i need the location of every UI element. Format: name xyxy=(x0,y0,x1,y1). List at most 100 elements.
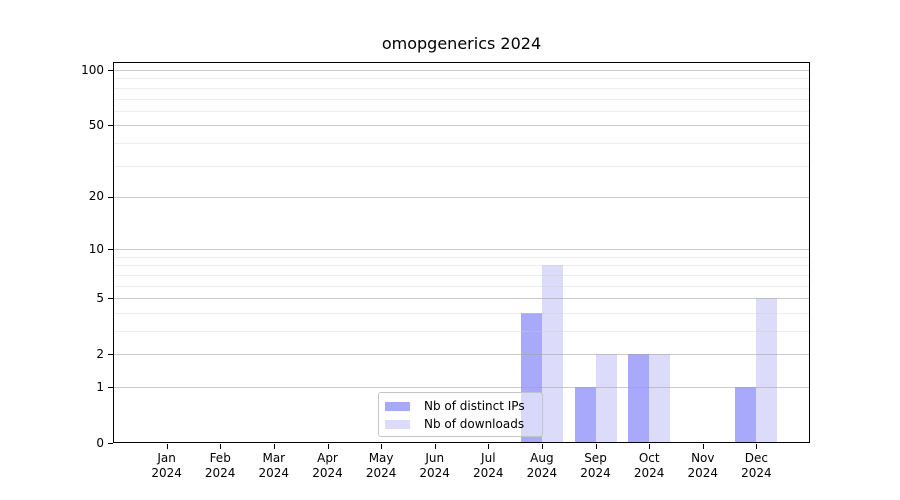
y-tick xyxy=(108,354,113,356)
x-tick-label: Oct 2024 xyxy=(619,451,679,481)
plot-area: Nb of distinct IPs Nb of downloads xyxy=(113,62,810,443)
bar-downloads xyxy=(756,298,778,443)
x-tick-month: Nov xyxy=(691,451,715,465)
major-gridline xyxy=(113,249,810,251)
x-tick xyxy=(381,444,383,449)
x-tick xyxy=(595,444,597,449)
x-tick-label: Apr 2024 xyxy=(298,451,358,481)
minor-gridline xyxy=(113,142,810,144)
minor-gridline xyxy=(113,265,810,267)
minor-gridline xyxy=(113,98,810,100)
chart-title: omopgenerics 2024 xyxy=(381,34,542,53)
x-tick-label: Aug 2024 xyxy=(512,451,572,481)
x-tick xyxy=(220,444,222,449)
x-tick-month: May xyxy=(368,451,394,465)
x-tick xyxy=(702,444,704,449)
x-tick xyxy=(166,444,168,449)
x-tick-year: 2024 xyxy=(526,466,558,480)
y-tick-label: 0 xyxy=(96,435,104,450)
x-tick-label: Sep 2024 xyxy=(566,451,626,481)
bar-downloads xyxy=(649,354,671,443)
bar-distinct-ips xyxy=(628,354,650,443)
x-tick-year: 2024 xyxy=(365,466,397,480)
y-tick xyxy=(108,443,113,444)
y-tick xyxy=(108,125,113,127)
x-tick xyxy=(327,444,329,449)
x-tick-month: Sep xyxy=(584,451,607,465)
x-tick-label: Feb 2024 xyxy=(190,451,250,481)
legend-label-distinct-ips: Nb of distinct IPs xyxy=(424,399,525,413)
minor-gridline xyxy=(113,274,810,276)
x-tick-year: 2024 xyxy=(633,466,665,480)
x-tick-month: Apr xyxy=(317,451,338,465)
x-tick-month: Jul xyxy=(481,451,496,465)
legend-item-downloads: Nb of downloads xyxy=(384,415,537,433)
y-tick xyxy=(108,249,113,251)
x-tick-month: Aug xyxy=(530,451,554,465)
legend: Nb of distinct IPs Nb of downloads xyxy=(378,392,543,437)
x-tick-label: Nov 2024 xyxy=(673,451,733,481)
minor-gridline xyxy=(113,78,810,80)
x-tick-month: Feb xyxy=(209,451,231,465)
x-tick-month: Dec xyxy=(744,451,768,465)
y-tick-label: 5 xyxy=(96,290,104,305)
y-tick xyxy=(108,298,113,300)
x-tick-label: Mar 2024 xyxy=(244,451,304,481)
x-tick xyxy=(649,444,651,449)
major-gridline xyxy=(113,298,810,300)
major-gridline xyxy=(113,70,810,71)
x-tick-label: May 2024 xyxy=(351,451,411,481)
bar-distinct-ips xyxy=(574,387,596,443)
x-tick xyxy=(756,444,758,449)
legend-swatch-downloads xyxy=(385,419,410,429)
legend-item-distinct-ips: Nb of distinct IPs xyxy=(384,397,537,415)
minor-gridline xyxy=(113,256,810,258)
y-tick-label: 1 xyxy=(96,379,104,394)
x-tick-year: 2024 xyxy=(473,466,504,480)
y-tick xyxy=(108,70,113,71)
x-tick-month: Jun xyxy=(425,451,445,465)
x-tick-month: Jan xyxy=(157,451,176,465)
legend-swatch-distinct-ips xyxy=(385,401,410,411)
x-tick-month: Oct xyxy=(638,451,660,465)
minor-gridline xyxy=(113,110,810,112)
x-tick-year: 2024 xyxy=(258,466,290,480)
y-tick xyxy=(108,387,113,388)
legend-label-downloads: Nb of downloads xyxy=(424,417,525,431)
major-gridline xyxy=(113,196,810,198)
y-tick-label: 100 xyxy=(81,62,104,77)
x-tick-label: Dec 2024 xyxy=(726,451,786,481)
x-tick xyxy=(488,444,490,449)
minor-gridline xyxy=(113,312,810,314)
x-tick-label: Jan 2024 xyxy=(137,451,197,481)
major-gridline xyxy=(113,354,810,356)
minor-gridline xyxy=(113,285,810,287)
x-tick-year: 2024 xyxy=(151,466,182,480)
x-tick xyxy=(541,444,543,449)
y-tick-label: 10 xyxy=(88,241,104,256)
x-tick-year: 2024 xyxy=(419,466,450,480)
x-tick-label: Jun 2024 xyxy=(405,451,465,481)
y-tick-label: 2 xyxy=(96,346,104,361)
x-tick-year: 2024 xyxy=(312,466,343,480)
x-tick-year: 2024 xyxy=(204,466,236,480)
x-tick-label: Jul 2024 xyxy=(458,451,518,481)
y-tick-label: 20 xyxy=(88,189,104,204)
x-tick-year: 2024 xyxy=(580,466,611,480)
bar-distinct-ips xyxy=(735,387,757,443)
x-tick xyxy=(434,444,436,449)
x-tick xyxy=(273,444,275,449)
plot-frame xyxy=(113,62,810,443)
y-tick xyxy=(108,196,113,198)
minor-gridline xyxy=(113,87,810,89)
x-tick-year: 2024 xyxy=(687,466,719,480)
bar-downloads xyxy=(595,354,617,443)
x-tick-year: 2024 xyxy=(741,466,772,480)
major-gridline xyxy=(113,125,810,127)
minor-gridline xyxy=(113,331,810,332)
major-gridline xyxy=(113,387,810,388)
minor-gridline xyxy=(113,165,810,167)
y-tick-label: 50 xyxy=(88,117,104,132)
x-tick-month: Mar xyxy=(262,451,286,465)
